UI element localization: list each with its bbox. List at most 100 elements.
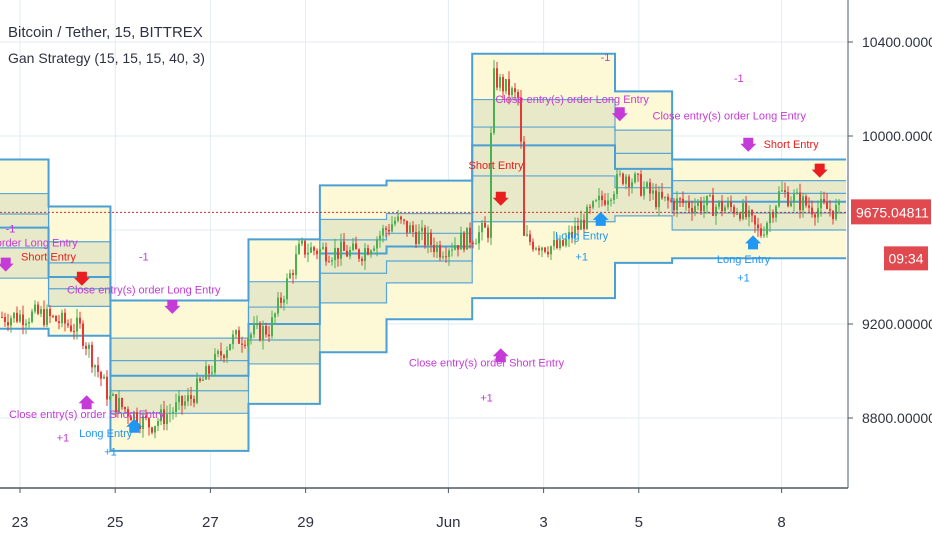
candle-body [334,247,336,261]
candle-body [73,331,75,333]
candle-body [511,88,513,96]
candle-body [808,205,810,208]
candle-body [37,304,39,314]
candle-body [151,427,153,433]
band-line-mid [0,144,846,377]
candle-body [91,344,93,368]
candle-body [241,343,243,345]
candle-body [484,222,486,228]
candle-body [316,250,318,255]
candle-body [490,132,492,238]
candle-body [424,227,426,246]
candle-body [397,216,399,221]
annotation-label: -1 [6,223,16,235]
candle-body [154,425,156,433]
candle-body [610,199,612,201]
candle-body [211,372,213,374]
candle-body [199,378,201,381]
candle-body [214,353,216,373]
annotation-label: Long Entry [555,230,609,242]
candle-body [400,216,402,220]
candle-body [148,417,150,428]
candle-body [70,325,72,332]
candle-body [139,424,141,429]
candle-body [811,207,813,215]
arrow-down-icon [611,107,628,122]
candle-body [256,323,258,326]
candle-body [637,173,639,175]
candle-body [760,228,762,236]
candle-body [832,210,834,220]
candle-body [469,227,471,243]
candle-body [7,322,9,326]
candle-body [757,224,759,229]
price-axis: 10400.00000 10000.00000 9200.00000 8800.000… [847,0,932,550]
candle-body [748,210,750,218]
candle-body [346,250,348,257]
candle-body [61,312,63,324]
candle-body [265,326,267,335]
band-line-inner [0,98,846,339]
candle-body [388,229,390,232]
candle-body [487,227,489,238]
candle-body [805,196,807,206]
arrow-down-icon [740,137,757,152]
candle-body [763,234,765,236]
candle-body [631,182,633,188]
price-tick-label: 10000.00000 [862,128,932,144]
candle-body [130,416,132,421]
candle-body [247,338,249,347]
candle-body [790,202,792,207]
candle-body [577,225,579,230]
candle-body [133,412,135,421]
candle-body [430,232,432,245]
annotation-label: Close entry(s) order Long Entry [67,284,221,296]
time-axis-bg [0,488,932,550]
candle-body [301,240,303,244]
band-line-inner [0,175,846,392]
candle-body [694,205,696,213]
annotation-label: -1 [139,252,149,264]
candle-body [196,378,198,403]
candle-body [307,252,309,255]
candle-body [604,200,606,205]
candle-body [64,312,66,324]
candle-body [736,213,738,215]
candle-body [58,321,60,324]
candle-body [244,344,246,347]
candle-body [754,215,756,225]
candle-body [292,273,294,276]
candle-body [82,323,84,346]
candle-body [586,206,588,230]
candle-body [640,174,642,196]
candles [1,59,840,439]
candle-body [118,398,120,412]
candle-body [295,254,297,276]
current-price-label: 9675.04811 [856,204,929,220]
candle-body [49,308,51,316]
arrow-up-icon [78,395,95,410]
candle-body [556,240,558,249]
candle-body [646,182,648,188]
candle-body [103,376,105,379]
candle-body [700,201,702,212]
candle-body [412,225,414,232]
annotation-label: +1 [737,273,750,285]
candle-body [349,249,351,257]
candle-body [355,243,357,250]
candle-body [43,309,45,325]
candle-body [667,196,669,201]
candle-body [427,232,429,246]
candle-body [298,243,300,255]
candle-body [550,246,552,255]
candle-body [172,411,174,414]
candle-body [670,200,672,202]
candle-body [235,330,237,335]
countdown-label: 09:34 [888,250,923,266]
candle-body [343,241,345,251]
candle-body [709,195,711,197]
candle-body [745,202,747,218]
candle-body [418,231,420,244]
candle-body [598,195,600,201]
